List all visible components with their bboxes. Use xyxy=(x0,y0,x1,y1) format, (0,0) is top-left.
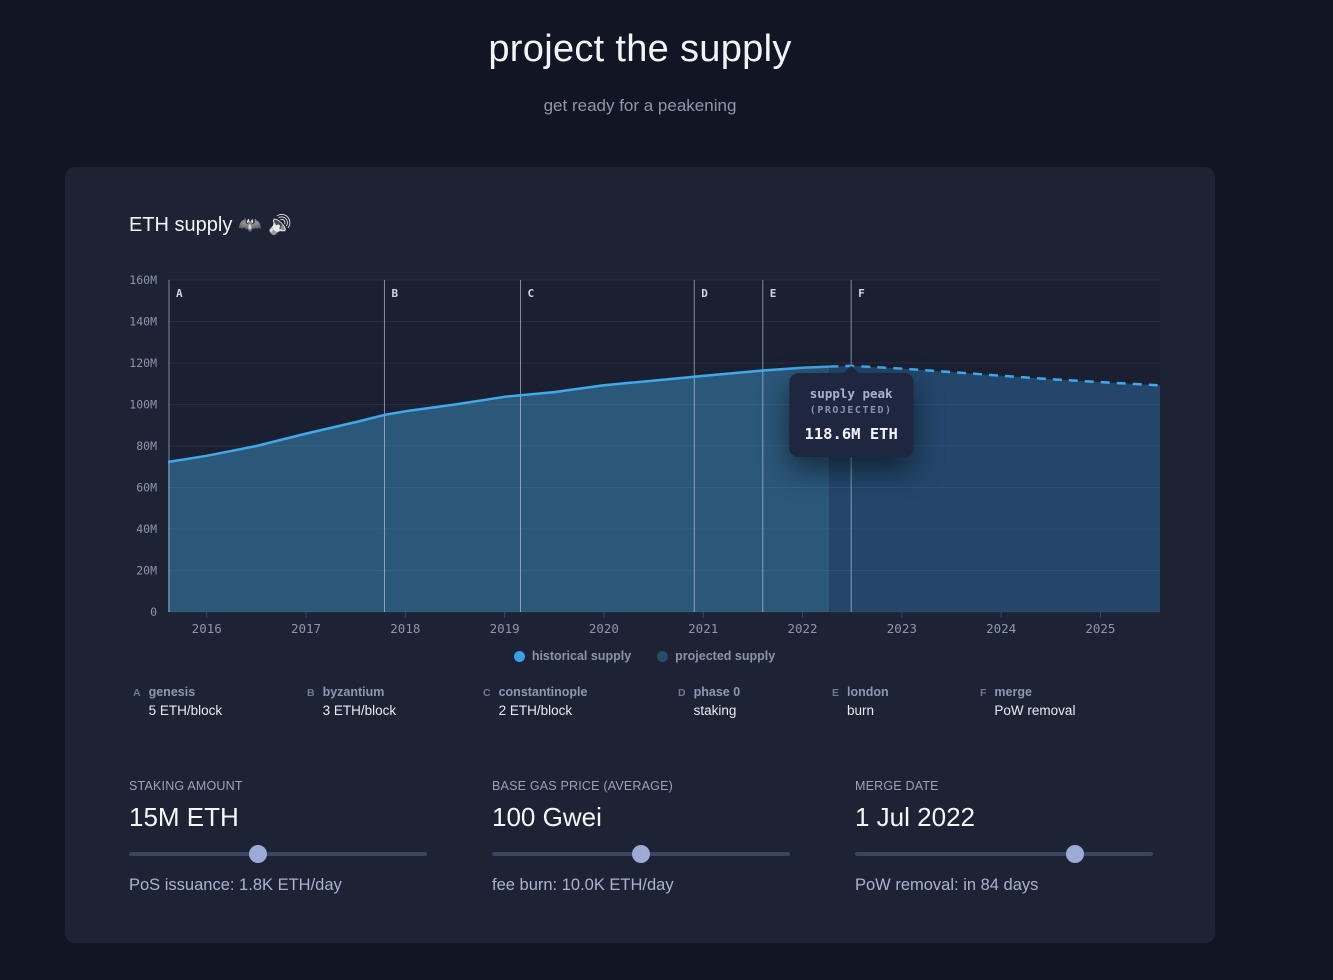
svg-text:2021: 2021 xyxy=(688,621,718,636)
legend-label-projected: projected supply xyxy=(675,649,776,663)
parameter-sliders: STAKING AMOUNT 15M ETH PoS issuance: 1.8… xyxy=(129,779,1160,895)
page-subtitle: get ready for a peakening xyxy=(543,96,737,115)
svg-text:160M: 160M xyxy=(129,273,157,287)
annotation-letter: F xyxy=(980,687,987,699)
base-gas-price-value: 100 Gwei xyxy=(492,802,602,832)
svg-text:20M: 20M xyxy=(136,564,157,578)
annotation-name: phase 0 xyxy=(693,685,741,699)
svg-text:100M: 100M xyxy=(129,398,157,412)
supply-projection-card: ETH supply 🦇 🔊 0 20M 40M 60M 80M 100M 120M 140M… xyxy=(65,167,1215,943)
annotation-detail: burn xyxy=(847,703,875,718)
slider-track[interactable] xyxy=(855,852,1153,856)
speaker-icon: 🔊 xyxy=(268,215,292,236)
svg-text:D: D xyxy=(701,287,708,300)
svg-text:2022: 2022 xyxy=(787,621,817,636)
legend-label-historical: historical supply xyxy=(531,649,632,663)
tooltip-value: 118.6M ETH xyxy=(804,425,898,443)
staking-amount-control: STAKING AMOUNT 15M ETH PoS issuance: 1.8… xyxy=(129,779,427,895)
annotation-name: byzantium xyxy=(322,685,385,699)
annotation-merge: F merge PoW removal xyxy=(980,685,1075,718)
annotation-detail: 3 ETH/block xyxy=(322,703,397,718)
svg-text:60M: 60M xyxy=(136,481,157,495)
historical-supply-dot-icon xyxy=(513,650,525,662)
tooltip-title: supply peak xyxy=(809,386,893,401)
card-title-text: ETH supply xyxy=(129,213,233,236)
slider-label: BASE GAS PRICE (AVERAGE) xyxy=(492,779,674,793)
annotation-london: E london burn xyxy=(832,685,889,718)
svg-text:2023: 2023 xyxy=(887,621,917,636)
tooltip-subtitle: (PROJECTED) xyxy=(809,405,893,416)
merge-date-control: MERGE DATE 1 Jul 2022 PoW removal: in 84… xyxy=(855,779,1153,895)
annotation-detail: staking xyxy=(693,703,737,718)
slider-thumb[interactable] xyxy=(1065,845,1084,863)
annotation-letter: A xyxy=(133,687,141,699)
annotation-name: genesis xyxy=(148,685,196,699)
slider-thumb[interactable] xyxy=(632,845,650,863)
merge-date-value: 1 Jul 2022 xyxy=(855,802,975,832)
merge-date-slider[interactable] xyxy=(855,845,1153,863)
page-header: project the supply get ready for a peake… xyxy=(0,0,1280,116)
annotation-letter: E xyxy=(832,687,840,699)
slider-thumb[interactable] xyxy=(249,845,268,863)
annotation-detail: PoW removal xyxy=(994,703,1076,718)
chart-legend: historical supply projected supply xyxy=(129,649,1160,663)
projected-supply-dot-icon xyxy=(657,650,669,662)
slider-label: MERGE DATE xyxy=(855,779,939,793)
staking-amount-value: 15M ETH xyxy=(129,802,239,832)
svg-text:2025: 2025 xyxy=(1085,621,1115,636)
page-title: project the supply xyxy=(488,28,792,70)
pow-removal-caption: PoW removal: in 84 days xyxy=(855,876,1039,894)
svg-text:A: A xyxy=(176,287,183,300)
svg-text:2016: 2016 xyxy=(192,621,222,636)
annotation-letter: B xyxy=(307,687,315,699)
base-gas-price-slider[interactable] xyxy=(492,845,790,863)
svg-text:C: C xyxy=(528,287,535,300)
staking-amount-slider[interactable] xyxy=(129,845,427,863)
svg-text:2017: 2017 xyxy=(291,621,321,636)
svg-text:0: 0 xyxy=(150,605,157,619)
svg-text:2020: 2020 xyxy=(589,621,619,636)
svg-text:E: E xyxy=(770,287,777,300)
milestone-annotations: A genesis 5 ETH/block B byzantium 3 ETH/… xyxy=(129,685,1160,731)
card-title: ETH supply 🦇 🔊 xyxy=(129,213,1160,237)
annotation-name: london xyxy=(847,685,889,699)
svg-text:140M: 140M xyxy=(129,315,157,329)
annotation-letter: C xyxy=(483,687,491,699)
annotation-byzantium: B byzantium 3 ETH/block xyxy=(307,685,396,718)
slider-track[interactable] xyxy=(129,852,427,856)
eth-supply-chart[interactable]: 0 20M 40M 60M 80M 100M 120M 140M 160M 2016 2017 201… xyxy=(129,273,1160,637)
annotation-letter: D xyxy=(678,687,686,699)
annotation-name: merge xyxy=(994,685,1032,699)
supply-peak-tooltip: supply peak (PROJECTED) 118.6M ETH xyxy=(789,365,913,457)
svg-text:2018: 2018 xyxy=(390,621,420,636)
base-gas-price-control: BASE GAS PRICE (AVERAGE) 100 Gwei fee bu… xyxy=(492,779,790,895)
annotation-phase0: D phase 0 staking xyxy=(678,685,740,718)
supply-chart-canvas[interactable]: 0 20M 40M 60M 80M 100M 120M 140M 160M 2016 2017 201… xyxy=(129,273,1160,637)
annotation-name: constantinople xyxy=(498,685,588,699)
annotation-detail: 5 ETH/block xyxy=(148,703,223,718)
svg-text:40M: 40M xyxy=(136,522,157,536)
legend-item-projected[interactable]: projected supply xyxy=(657,649,775,663)
svg-text:80M: 80M xyxy=(136,439,157,453)
slider-label: STAKING AMOUNT xyxy=(129,779,243,793)
pos-issuance-caption: PoS issuance: 1.8K ETH/day xyxy=(129,876,342,894)
svg-text:120M: 120M xyxy=(129,356,157,370)
svg-text:2024: 2024 xyxy=(986,621,1016,636)
legend-item-historical[interactable]: historical supply xyxy=(513,649,632,663)
fee-burn-caption: fee burn: 10.0K ETH/day xyxy=(492,876,674,894)
annotation-detail: 2 ETH/block xyxy=(498,703,573,718)
bat-emoji-icon: 🦇 xyxy=(238,215,263,236)
svg-text:F: F xyxy=(858,287,865,300)
svg-text:B: B xyxy=(391,287,398,300)
annotation-constantinople: C constantinople 2 ETH/block xyxy=(483,685,588,718)
svg-text:2019: 2019 xyxy=(490,621,520,636)
annotation-genesis: A genesis 5 ETH/block xyxy=(133,685,222,718)
